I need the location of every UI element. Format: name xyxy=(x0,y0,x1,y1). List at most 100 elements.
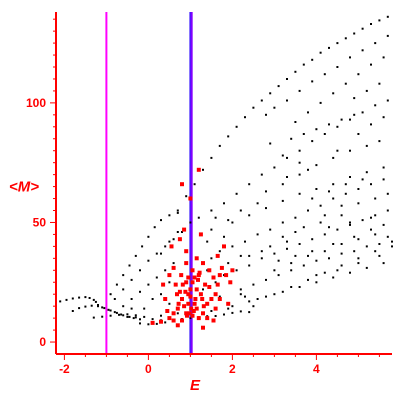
point-s1-8 xyxy=(94,300,97,303)
point-s1-105 xyxy=(273,106,276,109)
point-s1-237 xyxy=(319,221,322,224)
point-s1-277 xyxy=(210,228,213,231)
x-tick-label-1: 0 xyxy=(145,362,152,376)
point-s1-205 xyxy=(281,290,284,293)
x-tick-label-3: 4 xyxy=(313,362,320,376)
point-s2-78 xyxy=(215,282,220,287)
point-s2-70 xyxy=(175,292,179,297)
point-s2-50 xyxy=(217,297,222,301)
point-s2-16 xyxy=(196,316,201,321)
point-s1-173 xyxy=(370,183,372,186)
point-s2-27 xyxy=(180,318,184,323)
point-s1-10 xyxy=(101,306,104,309)
point-s2-32 xyxy=(184,249,189,254)
point-s2-45 xyxy=(219,265,224,270)
point-s1-224 xyxy=(323,250,326,253)
point-s1-206 xyxy=(298,286,301,288)
point-s1-99 xyxy=(353,32,356,35)
point-s1-75 xyxy=(155,276,158,279)
point-s1-227 xyxy=(374,233,377,236)
point-s1-222 xyxy=(290,262,293,265)
point-s2-2 xyxy=(159,319,163,324)
point-s1-167 xyxy=(294,216,297,219)
point-s1-229 xyxy=(315,274,318,277)
point-s1-103 xyxy=(386,15,389,18)
point-s1-81 xyxy=(202,168,204,171)
point-s2-73 xyxy=(171,318,176,323)
point-s1-134 xyxy=(349,118,351,121)
point-s2-29 xyxy=(182,304,187,309)
point-s2-26 xyxy=(205,316,210,321)
point-s1-262 xyxy=(281,154,284,157)
point-s2-19 xyxy=(198,292,203,297)
point-s1-133 xyxy=(336,125,339,128)
point-s1-287 xyxy=(227,262,230,265)
point-s1-174 xyxy=(382,178,385,181)
point-s1-158 xyxy=(315,128,318,131)
point-s1-225 xyxy=(340,243,343,245)
point-s1-126 xyxy=(248,183,251,186)
point-s1-108 xyxy=(311,80,314,83)
point-s1-107 xyxy=(298,89,301,92)
point-s1-97 xyxy=(336,42,339,45)
point-s1-19 xyxy=(84,305,87,308)
point-s1-285 xyxy=(214,281,217,284)
point-s1-47 xyxy=(223,313,225,316)
point-s1-170 xyxy=(332,197,335,200)
point-s1-57 xyxy=(147,235,150,238)
point-s1-117 xyxy=(319,101,322,104)
point-s1-179 xyxy=(273,252,276,255)
point-s1-59 xyxy=(160,219,162,222)
point-s1-94 xyxy=(311,58,314,61)
point-s1-7 xyxy=(92,298,95,301)
point-s1-62 xyxy=(113,298,116,300)
point-s1-153 xyxy=(349,149,351,152)
point-s2-41 xyxy=(188,196,193,201)
point-s2-46 xyxy=(224,273,229,278)
point-s1-50 xyxy=(248,311,251,314)
point-s1-218 xyxy=(357,257,360,260)
point-s1-279 xyxy=(197,216,200,219)
point-s1-250 xyxy=(248,254,251,257)
point-s1-163 xyxy=(244,240,246,243)
point-s1-87 xyxy=(252,106,255,109)
point-s1-30 xyxy=(109,314,112,317)
point-s1-254 xyxy=(357,202,360,205)
point-s2-8 xyxy=(186,292,191,297)
point-s1-85 xyxy=(235,125,238,128)
point-s1-161 xyxy=(353,113,356,116)
point-s1-268 xyxy=(370,123,372,126)
point-s1-24 xyxy=(115,311,118,314)
point-s2-25 xyxy=(209,297,214,301)
point-s1-256 xyxy=(386,192,389,195)
point-s1-242 xyxy=(332,243,335,245)
point-s1-248 xyxy=(269,245,272,248)
point-s1-125 xyxy=(235,192,238,195)
point-s1-23 xyxy=(109,309,112,312)
point-s1-226 xyxy=(357,238,360,241)
point-s1-236 xyxy=(302,226,305,229)
point-s2-31 xyxy=(173,282,178,287)
point-s1-212 xyxy=(256,298,259,300)
point-s1-252 xyxy=(323,214,326,217)
point-s2-56 xyxy=(184,280,189,285)
point-s1-92 xyxy=(294,70,297,73)
axes xyxy=(55,12,392,355)
point-s1-98 xyxy=(344,37,347,40)
point-s2-13 xyxy=(184,261,189,266)
axis-tick-labels: 0 50 100 -2 0 2 4 xyxy=(26,96,320,376)
point-s1-91 xyxy=(286,78,288,80)
point-s1-15 xyxy=(132,317,135,320)
point-s2-33 xyxy=(194,256,199,261)
point-s1-245 xyxy=(382,223,385,226)
point-s1-56 xyxy=(141,245,144,248)
point-s1-213 xyxy=(273,293,276,296)
point-s2-18 xyxy=(205,301,210,306)
point-s1-198 xyxy=(353,250,356,253)
point-s1-159 xyxy=(328,123,330,126)
point-s1-54 xyxy=(128,264,131,267)
point-s1-180 xyxy=(286,247,288,250)
point-s2-28 xyxy=(175,323,180,328)
point-s1-241 xyxy=(311,250,314,253)
